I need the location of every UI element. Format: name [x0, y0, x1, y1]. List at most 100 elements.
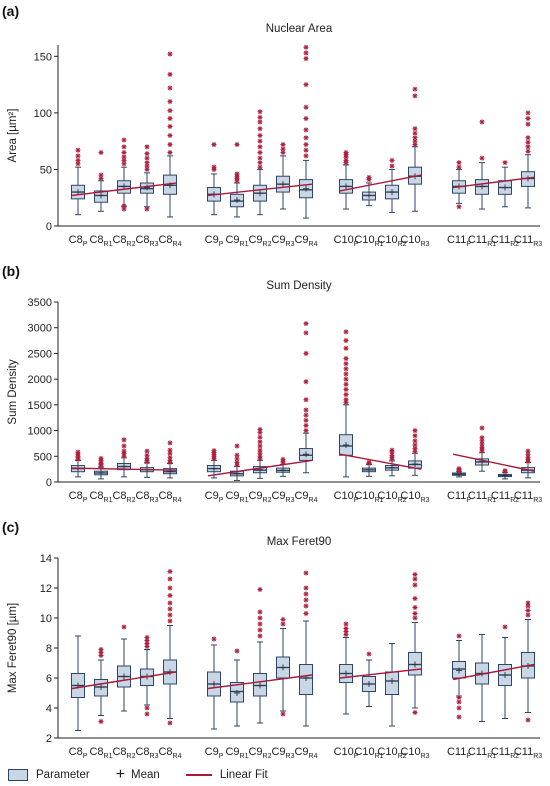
- x-tick-label: C8P: [69, 234, 88, 248]
- outlier-stroke: [167, 99, 173, 104]
- outlier-stroke: [389, 158, 395, 163]
- outlier-stroke: [479, 119, 485, 125]
- box-C10-R2: [385, 157, 399, 213]
- x-tick-label-main: C11: [447, 234, 466, 246]
- outlier-stroke: [257, 621, 263, 627]
- box-C9-R4: [299, 44, 313, 219]
- outlier-point: [167, 51, 173, 57]
- y-tick-label: 500: [34, 451, 52, 463]
- x-tick-label: C8R4: [158, 746, 181, 760]
- x-tick-label-sub: R3: [150, 497, 159, 504]
- outlier-point: [121, 437, 127, 443]
- outlier-point: [456, 204, 462, 210]
- outlier-stroke: [144, 711, 150, 717]
- outlier-point: [167, 133, 173, 138]
- outlier-point: [412, 605, 418, 610]
- outlier-stroke: [303, 56, 309, 61]
- x-tick-label: C8R2: [112, 746, 135, 760]
- chart-title: Sum Density: [266, 280, 331, 292]
- outlier-stroke: [343, 329, 349, 334]
- x-tick-label-sub: R1: [375, 753, 384, 760]
- outlier-point: [412, 428, 418, 434]
- x-tick-label: C10P: [334, 490, 359, 504]
- outlier-point: [303, 407, 309, 413]
- y-tick-label: 1000: [28, 426, 52, 438]
- outlier-stroke: [98, 176, 104, 181]
- y-tick-label: 2000: [28, 374, 52, 386]
- outlier-point: [144, 155, 150, 161]
- outlier-stroke: [257, 165, 263, 170]
- outlier-point: [280, 456, 286, 462]
- chart-title: Nuclear Area: [266, 23, 333, 35]
- outlier-stroke: [257, 427, 263, 432]
- outlier-point: [456, 633, 462, 639]
- outlier-stroke: [412, 710, 418, 715]
- outlier-point: [280, 621, 286, 627]
- outlier-stroke: [303, 153, 309, 159]
- outlier-stroke: [525, 600, 531, 606]
- outlier-stroke: [456, 699, 462, 705]
- x-tick-label-sub: P: [83, 497, 88, 504]
- x-tick-label: C10R2: [377, 746, 406, 760]
- x-tick-label-main: C9: [205, 490, 219, 502]
- x-tick-label-sub: R2: [127, 241, 136, 248]
- outlier-point: [525, 600, 531, 606]
- x-tick-label-sub: P: [466, 753, 471, 760]
- outlier-stroke: [121, 443, 127, 449]
- x-tick-label: C11R3: [514, 746, 542, 760]
- x-tick-label-main: C11: [491, 746, 510, 758]
- x-tick-label-sub: R2: [127, 497, 136, 504]
- outlier-stroke: [234, 648, 240, 654]
- outlier-stroke: [280, 457, 286, 462]
- outlier-stroke: [75, 450, 81, 455]
- x-tick-label-sub: P: [83, 241, 88, 248]
- outlier-stroke: [144, 448, 150, 454]
- outlier-point: [167, 142, 173, 148]
- x-tick-label-main: C9: [294, 490, 308, 502]
- box-C11-R1: [475, 634, 489, 722]
- x-tick-label: C11R3: [514, 234, 542, 248]
- outlier-stroke: [525, 122, 531, 127]
- x-tick-label: C8P: [69, 746, 88, 760]
- x-tick-label-sub: R2: [510, 241, 519, 248]
- outlier-point: [389, 157, 395, 163]
- x-tick-label-sub: R3: [533, 241, 542, 248]
- outlier-point: [303, 104, 309, 110]
- box-C9-R4: [299, 570, 313, 727]
- outlier-stroke: [412, 433, 418, 438]
- outlier-point: [257, 587, 263, 592]
- outlier-stroke: [412, 572, 418, 577]
- outlier-stroke: [257, 447, 263, 453]
- outlier-point: [343, 381, 349, 387]
- outlier-point: [525, 135, 531, 141]
- x-tick-label: C8R2: [112, 234, 135, 248]
- outlier-stroke: [257, 633, 263, 639]
- y-tick-label: 8: [46, 643, 52, 655]
- x-tick-label-main: C8: [89, 746, 103, 758]
- outlier-point: [167, 71, 173, 77]
- outlier-point: [303, 591, 309, 597]
- x-tick-label: C10R3: [400, 490, 429, 504]
- outlier-point: [121, 144, 127, 150]
- x-tick-label-main: C8: [158, 746, 172, 758]
- outlier-stroke: [456, 466, 462, 471]
- outlier-point: [303, 417, 309, 423]
- outlier-point: [211, 142, 217, 148]
- x-tick-label-main: C10: [334, 234, 354, 246]
- box-C8-R4: [163, 51, 177, 218]
- outlier-point: [98, 455, 104, 461]
- panel-label: (a): [2, 3, 19, 19]
- outlier-point: [303, 397, 309, 403]
- outlier-point: [98, 149, 104, 155]
- outlier-stroke: [456, 160, 462, 165]
- outlier-point: [257, 621, 263, 627]
- outlier-point: [280, 142, 286, 148]
- outlier-point: [525, 717, 531, 723]
- outlier-stroke: [167, 600, 173, 606]
- x-tick-label-main: C8: [112, 746, 126, 758]
- y-tick-label: 1500: [28, 400, 52, 412]
- outlier-point: [303, 379, 309, 385]
- outlier-stroke: [412, 131, 418, 136]
- outlier-point: [257, 133, 263, 138]
- outlier-point: [98, 719, 104, 724]
